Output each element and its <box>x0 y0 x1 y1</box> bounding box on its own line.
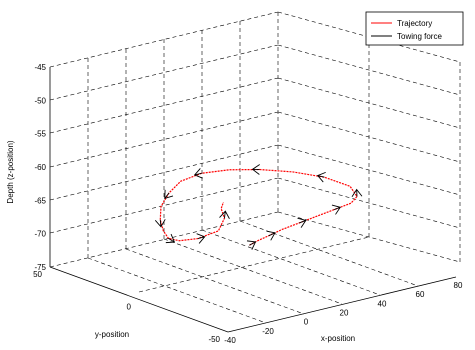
x-tick-label: -40 <box>224 336 236 345</box>
towing-force-arrow <box>251 164 260 175</box>
towing-force-arrow <box>331 204 341 215</box>
towing-force-arrow <box>165 233 176 244</box>
towing-force-arrow <box>164 189 174 200</box>
x-tick-label: 60 <box>416 290 425 299</box>
towing-force-arrow <box>351 188 363 197</box>
towing-force-arrow <box>297 217 307 228</box>
x-tick-label: 40 <box>378 299 387 308</box>
legend-label-trajectory: Trajectory <box>397 19 432 28</box>
towing-force-arrow <box>316 171 326 183</box>
x-axis-label: x-position <box>321 334 355 343</box>
grid-layer <box>49 11 461 333</box>
z-tick-label: -60 <box>34 163 46 172</box>
x-tick-label: 0 <box>304 318 309 327</box>
z-tick-label: -55 <box>34 130 46 139</box>
y-tick-label: 0 <box>127 303 132 312</box>
towing-force-arrow <box>154 219 166 228</box>
towing-force-arrow <box>193 168 203 179</box>
axis-ticks: -75 -70 -65 -60 -55 -50 -45 -50 0 50 -40 -20 0 20 40 60… <box>33 63 463 345</box>
z-tick-label: -50 <box>34 96 46 105</box>
towing-force-arrow <box>246 240 257 250</box>
legend: Trajectory Towing force <box>365 11 464 46</box>
z-tick-label: -70 <box>34 230 46 239</box>
towing-force-arrow <box>219 210 230 219</box>
z-tick-label: -75 <box>34 263 46 272</box>
z-tick-label: -45 <box>34 63 46 72</box>
trajectory-line <box>159 168 358 246</box>
y-tick-label: -50 <box>208 335 220 344</box>
y-axis-label: y-position <box>95 330 129 339</box>
plot-layer <box>154 164 363 250</box>
z-axis-label: Depth (z-position) <box>6 140 15 203</box>
x-tick-label: -20 <box>262 327 274 336</box>
legend-box <box>365 11 464 46</box>
legend-label-towing-force: Towing force <box>397 32 442 41</box>
x-tick-label: 20 <box>340 309 349 318</box>
towing-force-arrow <box>196 233 206 244</box>
x-tick-label: 80 <box>454 281 463 290</box>
towing-force-arrow <box>266 230 276 241</box>
z-tick-label: -65 <box>34 196 46 205</box>
y-tick-label: 50 <box>33 270 42 279</box>
